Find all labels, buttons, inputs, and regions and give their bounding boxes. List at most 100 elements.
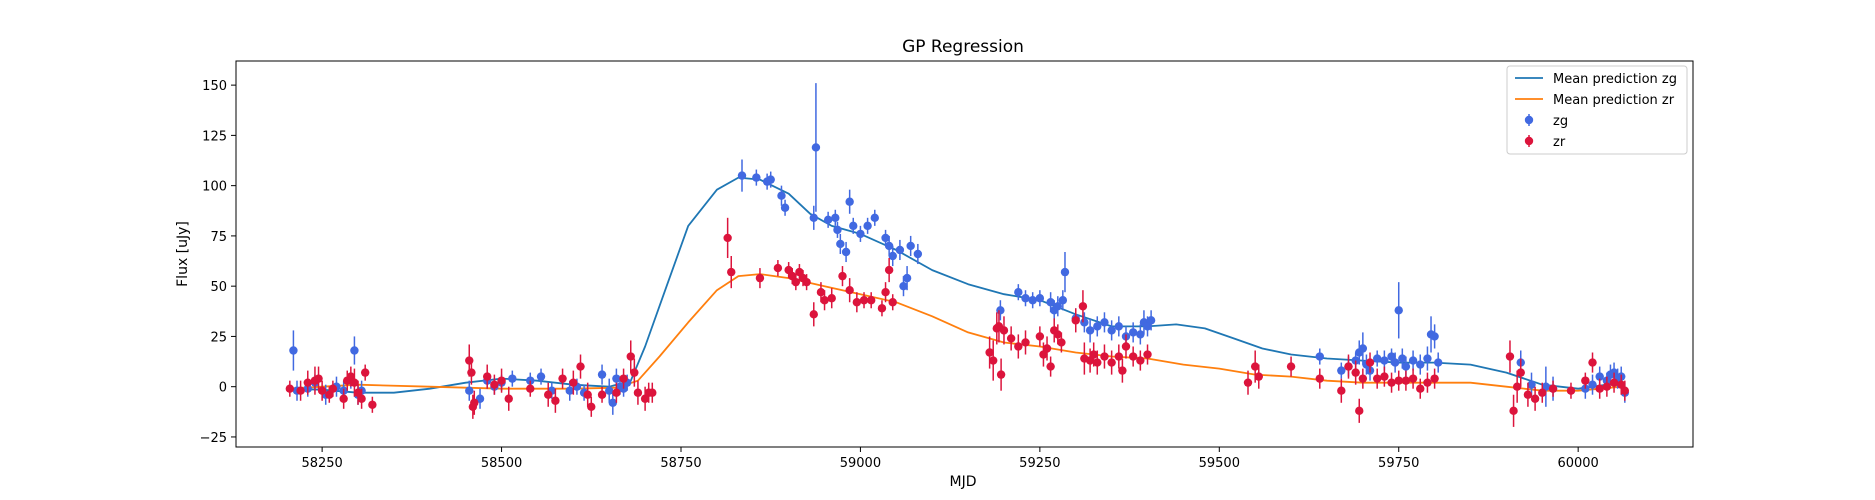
y-tick-label: 50 xyxy=(210,280,227,295)
data-point xyxy=(1118,366,1127,375)
data-point xyxy=(626,352,635,361)
data-point xyxy=(1121,342,1131,351)
data-point xyxy=(877,304,887,313)
data-point xyxy=(723,233,732,243)
data-point xyxy=(558,374,567,383)
x-tick-label: 60000 xyxy=(1557,456,1598,471)
data-point xyxy=(902,273,912,283)
data-point xyxy=(884,265,894,275)
y-tick-label: −25 xyxy=(200,431,227,446)
data-point xyxy=(833,225,842,235)
data-point xyxy=(1315,374,1324,383)
legend-label: Mean prediction zg xyxy=(1553,72,1677,87)
data-point xyxy=(648,388,657,397)
data-point xyxy=(597,370,607,379)
data-point xyxy=(1046,298,1055,307)
y-tick-label: 150 xyxy=(202,79,227,94)
data-point xyxy=(1093,358,1102,367)
data-point xyxy=(816,287,826,297)
data-point xyxy=(328,384,338,393)
data-point xyxy=(1243,378,1253,387)
data-point xyxy=(640,394,650,403)
data-point xyxy=(1372,354,1382,363)
data-point xyxy=(1351,368,1360,377)
data-point xyxy=(465,386,474,395)
legend-label: zg xyxy=(1553,114,1568,129)
data-point xyxy=(1595,372,1604,381)
data-point xyxy=(1387,352,1396,361)
data-point xyxy=(1355,406,1364,416)
data-point xyxy=(1053,302,1063,311)
data-point xyxy=(881,287,890,297)
data-point xyxy=(881,233,890,243)
data-point xyxy=(1143,350,1152,359)
data-point xyxy=(1254,372,1263,381)
data-point xyxy=(866,296,876,305)
data-point xyxy=(633,388,643,397)
data-point xyxy=(1527,380,1536,389)
chart-title: GP Regression xyxy=(902,37,1024,57)
data-point xyxy=(1609,368,1619,377)
data-point xyxy=(1416,360,1425,369)
data-point xyxy=(587,402,596,411)
data-point xyxy=(1337,386,1346,395)
data-point xyxy=(1146,316,1156,325)
data-point xyxy=(597,390,607,399)
data-point xyxy=(809,310,818,319)
data-point xyxy=(1107,326,1116,335)
data-point xyxy=(899,281,908,291)
data-point xyxy=(1114,352,1124,361)
data-point xyxy=(1057,338,1066,347)
data-point xyxy=(1085,326,1095,335)
data-point xyxy=(608,398,618,407)
data-point xyxy=(1315,352,1324,361)
data-point xyxy=(752,173,761,182)
data-point xyxy=(831,213,840,223)
data-point xyxy=(1380,356,1389,365)
data-point xyxy=(1423,378,1432,387)
data-point xyxy=(544,390,553,399)
data-point xyxy=(350,346,359,355)
data-point xyxy=(483,372,492,381)
data-point xyxy=(1358,374,1368,383)
data-point xyxy=(526,384,535,393)
data-point xyxy=(1337,366,1346,375)
data-point xyxy=(1408,374,1418,383)
data-point xyxy=(357,394,366,403)
data-point xyxy=(1014,287,1023,297)
data-point xyxy=(339,394,348,403)
data-point xyxy=(895,245,905,255)
data-point xyxy=(841,247,851,257)
data-point xyxy=(612,388,621,397)
data-point xyxy=(1380,372,1389,381)
data-point xyxy=(490,380,499,389)
data-point xyxy=(285,384,295,393)
data-point xyxy=(1602,382,1612,391)
data-point xyxy=(1042,344,1052,353)
data-point xyxy=(1093,322,1102,331)
data-point xyxy=(296,386,305,395)
data-point xyxy=(996,370,1006,379)
data-point xyxy=(569,378,578,387)
data-point xyxy=(1136,356,1145,365)
data-point xyxy=(1609,378,1619,387)
x-tick-label: 59000 xyxy=(840,456,881,471)
data-point xyxy=(1250,362,1260,371)
data-point xyxy=(536,372,546,381)
data-point xyxy=(1588,380,1597,389)
data-point xyxy=(303,378,312,387)
data-point xyxy=(1021,338,1030,347)
data-point xyxy=(773,263,783,273)
data-point xyxy=(1408,356,1418,365)
legend-box xyxy=(1506,65,1688,155)
data-point xyxy=(368,400,377,409)
series-zg xyxy=(289,83,1630,415)
data-point xyxy=(1039,350,1048,359)
data-point xyxy=(314,374,323,383)
data-point xyxy=(845,197,854,206)
data-point xyxy=(1588,358,1597,367)
data-point xyxy=(1028,296,1037,305)
data-point xyxy=(1523,390,1533,399)
data-point xyxy=(863,221,872,231)
